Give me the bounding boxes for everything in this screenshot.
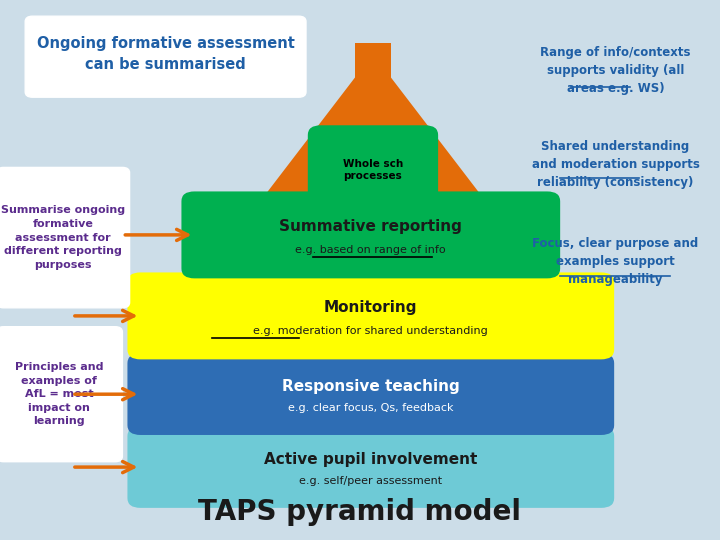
- Text: Active pupil involvement: Active pupil involvement: [264, 451, 477, 467]
- Text: Summarise ongoing
formative
assessment for
different reporting
purposes: Summarise ongoing formative assessment f…: [1, 205, 125, 270]
- Text: Shared understanding
and moderation supports
reliability (consistency): Shared understanding and moderation supp…: [531, 140, 700, 189]
- FancyBboxPatch shape: [127, 272, 614, 360]
- Text: e.g. based on range of info: e.g. based on range of info: [295, 245, 446, 255]
- FancyBboxPatch shape: [127, 353, 614, 435]
- Text: Monitoring: Monitoring: [324, 300, 418, 315]
- Text: Principles and
examples of
AfL = most
impact on
learning: Principles and examples of AfL = most im…: [15, 362, 104, 427]
- Text: Range of info/contexts
supports validity (all
areas e.g. WS): Range of info/contexts supports validity…: [540, 46, 691, 94]
- Text: e.g. clear focus, Qs, feedback: e.g. clear focus, Qs, feedback: [288, 403, 454, 413]
- Text: Focus, clear purpose and
examples support
manageability: Focus, clear purpose and examples suppor…: [533, 238, 698, 286]
- FancyBboxPatch shape: [0, 327, 122, 462]
- Text: TAPS pyramid model: TAPS pyramid model: [199, 498, 521, 526]
- FancyBboxPatch shape: [25, 16, 306, 97]
- FancyBboxPatch shape: [0, 167, 130, 308]
- FancyBboxPatch shape: [308, 125, 438, 215]
- Polygon shape: [261, 54, 485, 200]
- Text: Summative reporting: Summative reporting: [279, 219, 462, 234]
- FancyBboxPatch shape: [181, 192, 560, 279]
- Text: Whole sch
processes: Whole sch processes: [343, 159, 403, 181]
- Text: e.g. moderation for shared understanding: e.g. moderation for shared understanding: [253, 326, 488, 336]
- FancyBboxPatch shape: [355, 43, 391, 486]
- Text: e.g. self/peer assessment: e.g. self/peer assessment: [300, 476, 442, 486]
- FancyBboxPatch shape: [127, 427, 614, 508]
- Text: Responsive teaching: Responsive teaching: [282, 379, 459, 394]
- Text: Ongoing formative assessment
can be summarised: Ongoing formative assessment can be summ…: [37, 36, 294, 72]
